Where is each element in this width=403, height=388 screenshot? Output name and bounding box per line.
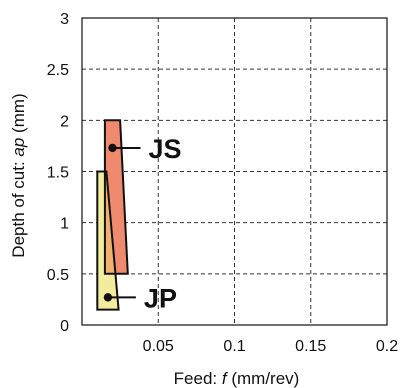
regions: JS JP <box>96 119 182 313</box>
x-tick-label: 0.05 <box>143 338 174 355</box>
tick-labels: 0 0.5 1 1.5 2 2.5 3 0.05 0.1 0.15 0.2 <box>47 11 398 355</box>
marker-js <box>108 143 117 153</box>
region-overlap <box>104 171 119 274</box>
plot-border <box>81 17 388 326</box>
x-tick-label: 0.15 <box>295 338 326 355</box>
region-js-outline <box>103 119 129 275</box>
label-jp: JP <box>144 283 177 313</box>
label-js: JS <box>149 134 182 164</box>
y-tick-label: 2.5 <box>47 62 69 79</box>
y-tick-label: 0.5 <box>47 267 69 284</box>
x-tick-label: 0.2 <box>376 338 398 355</box>
y-tick-label: 1.5 <box>47 165 69 182</box>
y-tick-label: 0 <box>60 318 69 335</box>
y-tick-label: 2 <box>60 113 69 130</box>
grid-lines <box>82 18 387 325</box>
y-tick-label: 1 <box>60 216 69 233</box>
region-jp-outline <box>96 170 120 311</box>
x-tick-label: 0.1 <box>223 338 245 355</box>
y-axis-title: Depth of cut: ap (mm) <box>9 93 28 257</box>
marker-jp <box>103 293 113 302</box>
y-tick-label: 3 <box>60 11 69 28</box>
x-axis-title: Feed: f (mm/rev) <box>174 369 300 388</box>
plot-frame <box>81 17 388 326</box>
